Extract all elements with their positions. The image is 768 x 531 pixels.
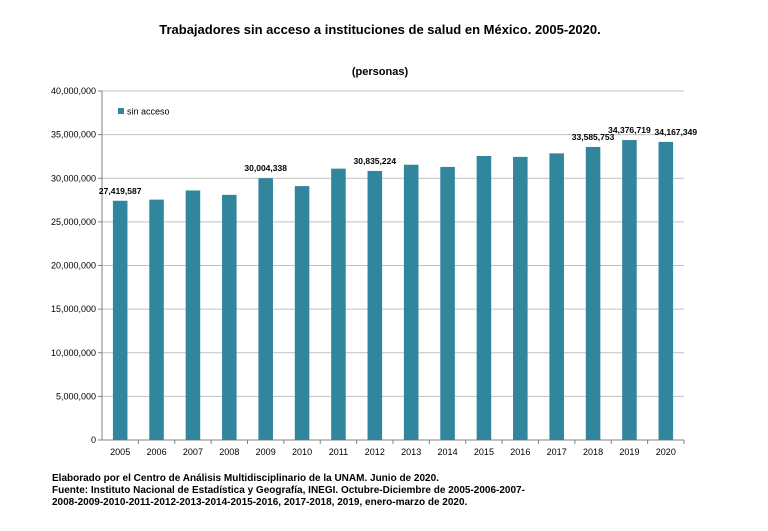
y-tick-label: 0	[91, 435, 96, 445]
x-tick-label: 2005	[110, 447, 130, 457]
bar-2013	[403, 164, 419, 440]
x-tick-label: 2013	[401, 447, 421, 457]
x-tick-label: 2016	[510, 447, 530, 457]
x-tick-label: 2012	[365, 447, 385, 457]
bar-2016	[513, 156, 528, 440]
bars	[112, 140, 674, 441]
source-note: Elaborado por el Centro de Análisis Mult…	[52, 473, 692, 509]
bar-2005	[112, 200, 128, 440]
legend-swatch	[118, 108, 124, 114]
data-label: 34,167,349	[655, 127, 698, 137]
data-labels: 27,419,587 30,004,338 30,835,224 33,585,753…	[99, 125, 697, 196]
bar-2017	[549, 153, 564, 441]
source-line-1: Elaborado por el Centro de Análisis Mult…	[52, 473, 439, 484]
x-tick-label: 2009	[256, 447, 276, 457]
y-tick-label: 10,000,000	[51, 348, 96, 358]
legend-label: sin acceso	[127, 107, 170, 117]
y-axis-ticks: 0 5,000,000 10,000,000 15,000,000 20,000,000…	[51, 86, 102, 445]
x-tick-label: 2019	[619, 447, 639, 457]
bar-2019	[622, 140, 637, 441]
bar-2012	[367, 170, 383, 440]
y-tick-label: 15,000,000	[51, 304, 96, 314]
source-line-3: 2008-2009-2010-2011-2012-2013-2014-2015-…	[52, 497, 468, 508]
x-tick-label: 2006	[147, 447, 167, 457]
data-label: 30,835,224	[354, 156, 397, 166]
data-label: 27,419,587	[99, 186, 142, 196]
y-tick-label: 40,000,000	[51, 86, 96, 96]
bar-2018	[585, 146, 601, 441]
x-tick-label: 2015	[474, 447, 494, 457]
x-tick-label: 2018	[583, 447, 603, 457]
bar-2011	[331, 168, 346, 440]
data-label: 34,376,719	[608, 125, 651, 135]
y-tick-label: 5,000,000	[56, 391, 96, 401]
chart-subtitle: (personas)	[351, 66, 409, 78]
x-axis-ticks: 2005 2006 2007 2008 2009 2010 2011 2012 2013 2014…	[110, 440, 685, 457]
x-tick-label: 2007	[183, 447, 203, 457]
x-tick-label: 2020	[656, 447, 676, 457]
bar-2009	[258, 178, 273, 440]
bar-2014	[440, 166, 455, 440]
data-label: 30,004,338	[244, 163, 287, 173]
x-tick-label: 2011	[329, 447, 348, 457]
x-tick-label: 2017	[547, 447, 567, 457]
y-tick-label: 20,000,000	[51, 261, 96, 271]
x-tick-label: 2010	[292, 447, 312, 457]
bar-2015	[476, 156, 492, 440]
y-tick-label: 30,000,000	[51, 173, 96, 183]
bar-2008	[222, 194, 237, 440]
legend: sin acceso	[118, 107, 170, 117]
chart-title: Trabajadores sin acceso a instituciones …	[159, 22, 601, 37]
source-line-2: Fuente: Instituto Nacional de Estadístic…	[52, 485, 525, 496]
bar-2020	[658, 141, 674, 440]
y-tick-label: 35,000,000	[51, 130, 96, 140]
bar-2007	[185, 190, 201, 440]
x-tick-label: 2014	[438, 447, 458, 457]
bar-2006	[149, 199, 164, 440]
bar-2010	[294, 186, 310, 440]
data-label: 33,585,753	[572, 132, 615, 142]
x-tick-label: 2008	[219, 447, 239, 457]
bar-chart: 0 5,000,000 10,000,000 15,000,000 20,000,000…	[51, 86, 697, 457]
y-tick-label: 25,000,000	[51, 217, 96, 227]
